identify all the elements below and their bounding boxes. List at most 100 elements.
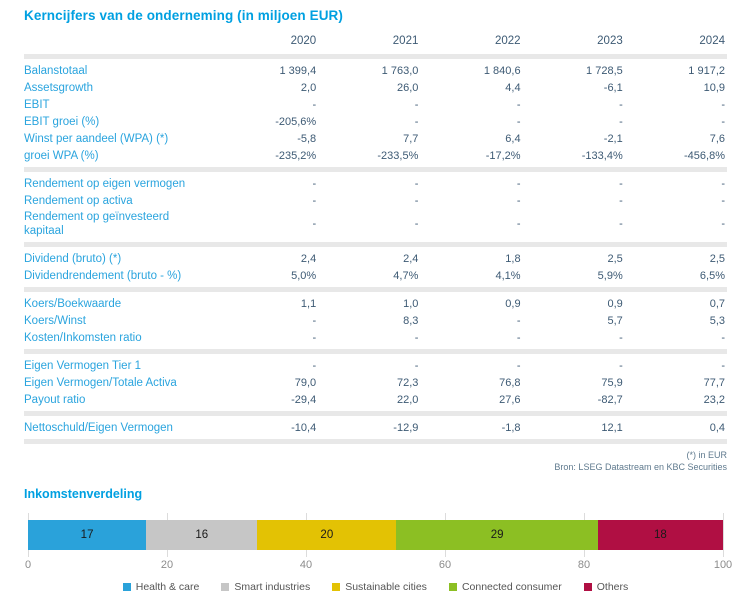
cell-value: 1,8 bbox=[505, 252, 521, 265]
cell-value: - bbox=[312, 177, 317, 190]
section-separator-row bbox=[24, 164, 727, 175]
section-separator-row bbox=[24, 408, 727, 419]
row-label: Koers/Winst bbox=[24, 314, 86, 327]
bar-segment: 17 bbox=[28, 520, 147, 550]
year-column-header: 2023 bbox=[597, 35, 623, 47]
cell-value: -205,6% bbox=[275, 115, 317, 128]
cell-value: -12,9 bbox=[393, 421, 419, 434]
cell-value: -1,8 bbox=[501, 421, 521, 434]
cell-value: 75,9 bbox=[601, 376, 623, 389]
table-section: Eigen Vermogen Tier 1- - - - - Eigen Vermogen… bbox=[24, 357, 727, 408]
row-label: Koers/Boekwaarde bbox=[24, 297, 122, 310]
section-separator bbox=[24, 51, 727, 62]
cell-value: 2,4 bbox=[300, 252, 317, 265]
table-row: Kosten/Inkomsten ratio - - - - - bbox=[24, 329, 727, 346]
section-separator-row bbox=[24, 436, 727, 447]
cell-value: 7,7 bbox=[403, 132, 419, 145]
cell-value: 4,4 bbox=[505, 81, 521, 94]
row-label: Dividendrendement (bruto - %) bbox=[24, 269, 182, 282]
cell-value: - bbox=[721, 194, 725, 207]
row-label: Kosten/Inkomsten ratio bbox=[24, 331, 142, 344]
table-row: Koers/Boekwaarde 1,1 1,0 0,9 0,9 0,7 bbox=[24, 295, 727, 312]
table-row: Assetsgrowth 2,0 26,0 4,4 -6,1 10,9 bbox=[24, 79, 727, 96]
cell-value: -6,1 bbox=[603, 81, 623, 94]
section-separator-body bbox=[24, 284, 727, 295]
cell-value: 6,5% bbox=[699, 269, 725, 282]
table-section: Koers/Boekwaarde 1,1 1,0 0,9 0,9 0,7 Koers/Win… bbox=[24, 295, 727, 346]
cell-value: 2,4 bbox=[403, 252, 419, 265]
cell-value: 77,7 bbox=[703, 376, 725, 389]
bar-segment: 18 bbox=[597, 520, 723, 550]
cell-value: 1 840,6 bbox=[483, 64, 521, 77]
cell-value: - bbox=[721, 218, 725, 230]
cell-value: 22,0 bbox=[396, 393, 419, 406]
table-section: Nettoschuld/Eigen Vermogen -10,4 -12,9 -1,8… bbox=[24, 419, 727, 436]
table-section: Rendement op eigen vermogen - - - - - Rendemen… bbox=[24, 175, 727, 239]
footnote-in-eur: (*) in EUR bbox=[686, 450, 727, 460]
stacked-bar: 17 16 20 29 18 bbox=[28, 520, 723, 550]
table-row: Dividend (bruto) (*) 2,4 2,4 1,8 2,5 2,5 bbox=[24, 250, 727, 267]
corner-cell bbox=[24, 33, 216, 51]
cell-value: - bbox=[516, 98, 521, 111]
row-label: EBIT bbox=[24, 98, 50, 111]
cell-value: - bbox=[516, 359, 521, 372]
section-separator-body bbox=[24, 164, 727, 175]
table-row: Winst per aandeel (WPA) (*) -5,8 7,7 6,4 -2,… bbox=[24, 130, 727, 147]
legend-label: Smart industries bbox=[234, 581, 311, 593]
cell-value: - bbox=[516, 218, 521, 230]
cell-value: 4,7% bbox=[393, 269, 419, 282]
cell-value: - bbox=[414, 218, 419, 230]
cell-value: 5,7 bbox=[607, 314, 623, 327]
cell-value: 4,1% bbox=[495, 269, 521, 282]
cell-value: - bbox=[312, 194, 317, 207]
bar-segment-value: 17 bbox=[80, 529, 94, 541]
cell-value: - bbox=[414, 98, 419, 111]
chart-legend: Health & care Smart industries Sustainable… bbox=[28, 581, 723, 593]
cell-value: 0,4 bbox=[709, 421, 725, 434]
cell-value: 6,4 bbox=[505, 132, 521, 145]
cell-value: - bbox=[619, 194, 623, 207]
cell-value: -456,8% bbox=[684, 149, 725, 162]
cell-value: - bbox=[414, 331, 419, 344]
legend-label: Sustainable cities bbox=[345, 581, 427, 593]
row-label: Rendement op eigen vermogen bbox=[24, 177, 186, 190]
table-row: EBIT groei (%) -205,6% - - - - bbox=[24, 113, 727, 130]
row-label: Eigen Vermogen/Totale Activa bbox=[24, 376, 177, 389]
section-separator-row bbox=[24, 51, 727, 62]
section-separator-row bbox=[24, 346, 727, 357]
cell-value: 2,5 bbox=[607, 252, 623, 265]
table-row: Payout ratio -29,4 22,0 27,6 -82,7 23,2 bbox=[24, 391, 727, 408]
cell-value: 27,6 bbox=[499, 393, 521, 406]
cell-value: - bbox=[516, 177, 521, 190]
cell-value: 72,3 bbox=[396, 376, 419, 389]
cell-value: - bbox=[516, 314, 521, 327]
cell-value: 26,0 bbox=[396, 81, 419, 94]
income-distribution-title: Inkomstenverdeling bbox=[24, 487, 143, 501]
cell-value: -5,8 bbox=[297, 132, 317, 145]
year-header-row: 2020 2021 2022 2023 2024 bbox=[24, 33, 727, 51]
table-row: Rendement op eigen vermogen - - - - - bbox=[24, 175, 727, 192]
cell-value: 1,0 bbox=[403, 297, 419, 310]
row-label: Rendement op geïnvesteerd kapitaal bbox=[24, 211, 170, 237]
row-label: Rendement op activa bbox=[24, 194, 133, 207]
row-label: groei WPA (%) bbox=[24, 149, 99, 162]
cell-value: - bbox=[619, 359, 623, 372]
legend-label: Connected consumer bbox=[461, 581, 562, 593]
year-column-header: 2020 bbox=[290, 35, 317, 47]
cell-value: - bbox=[312, 331, 317, 344]
row-label: Eigen Vermogen Tier 1 bbox=[24, 359, 141, 372]
section-separator-row bbox=[24, 284, 727, 295]
axis-tick-label: 20 bbox=[160, 559, 174, 571]
row-label: Dividend (bruto) (*) bbox=[24, 252, 122, 265]
cell-value: - bbox=[516, 115, 521, 128]
legend-swatch-icon bbox=[332, 583, 341, 591]
legend-item: Smart industries bbox=[221, 581, 310, 593]
cell-value: -2,1 bbox=[603, 132, 623, 145]
table-header: 2020 2021 2022 2023 2024 bbox=[24, 33, 727, 51]
axis-tick bbox=[723, 513, 724, 557]
legend-label: Others bbox=[596, 581, 629, 593]
key-figures-table: 2020 2021 2022 2023 2024 Balanstotaal 1 399,4… bbox=[24, 33, 727, 447]
cell-value: 12,1 bbox=[601, 421, 623, 434]
cell-value: 5,0% bbox=[291, 269, 317, 282]
bar-segment-value: 20 bbox=[320, 529, 334, 541]
